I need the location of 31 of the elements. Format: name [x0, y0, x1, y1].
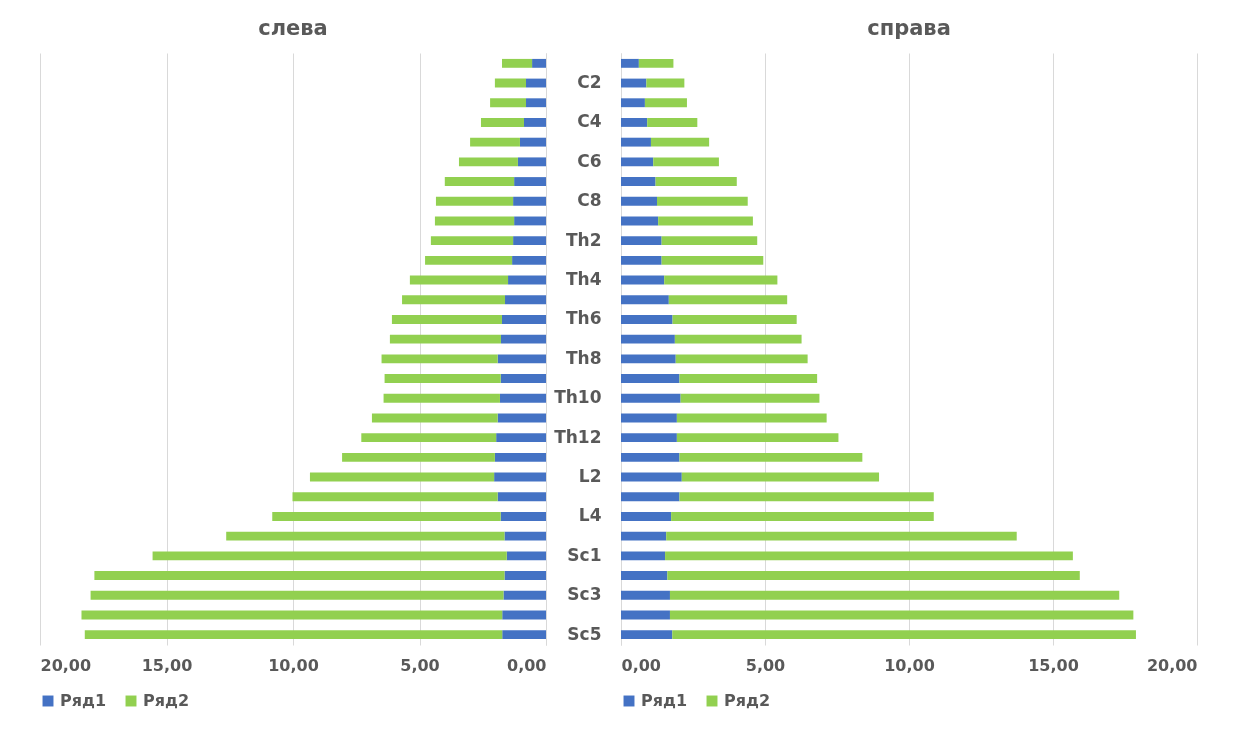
x-tick-label: 10,00	[884, 655, 935, 675]
y-tick-label: L4	[578, 505, 602, 526]
y-tick-label: C8	[577, 190, 602, 211]
legend-label: Ряд1	[60, 691, 107, 710]
x-tick-label: 20,00	[1146, 655, 1198, 675]
y-tick-label: Th8	[565, 347, 602, 368]
x-tick-label: 20,00	[40, 655, 92, 675]
y-tick-label: C4	[577, 111, 602, 132]
y-tick-label: Th4	[565, 269, 602, 290]
y-tick-label: Sc3	[567, 584, 602, 605]
x-tick-label: 0,00	[621, 655, 661, 675]
y-tick-label: C2	[577, 72, 602, 93]
x-tick-label: 0,00	[507, 655, 547, 675]
x-tick-label: 15,00	[1028, 655, 1079, 675]
chart-title: слева	[258, 16, 328, 40]
x-tick-label: 5,00	[745, 655, 786, 675]
legend-label: Ряд2	[143, 691, 190, 710]
y-tick-label: Th12	[554, 426, 602, 447]
chart-title: справа	[867, 16, 951, 40]
y-tick-label: L2	[578, 466, 602, 487]
x-tick-label: 15,00	[141, 655, 193, 675]
y-tick-label: C6	[577, 150, 602, 171]
legend-label: Ряд2	[724, 691, 771, 710]
y-tick-label: Sc1	[567, 544, 602, 565]
legend-label: Ряд1	[641, 691, 688, 710]
x-tick-label: 5,00	[400, 655, 440, 675]
x-tick-label: 10,00	[268, 655, 319, 675]
y-tick-label: Th2	[565, 229, 602, 250]
y-tick-label: Th10	[554, 387, 602, 408]
y-tick-label: Sc5	[567, 623, 602, 644]
y-tick-label: Th6	[565, 308, 602, 329]
